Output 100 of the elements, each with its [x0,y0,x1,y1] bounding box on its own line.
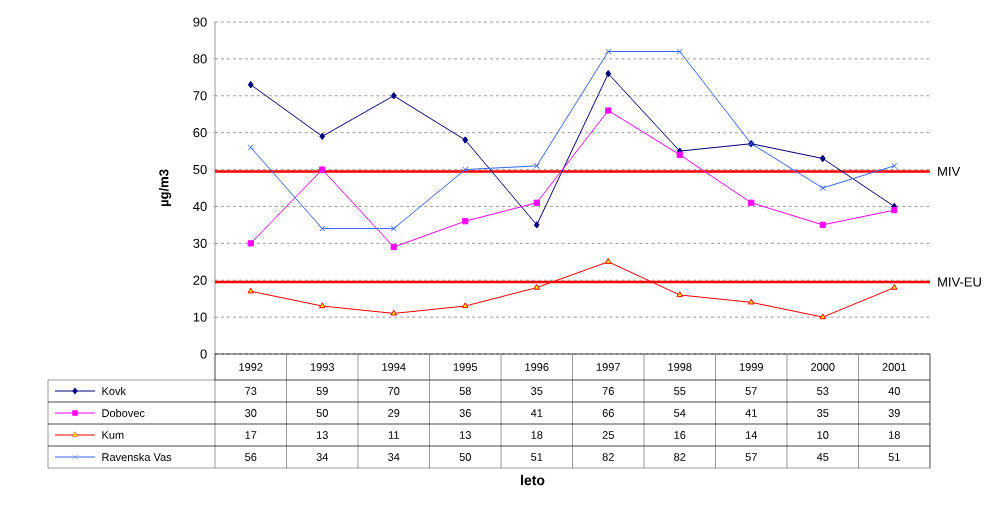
legend-label: Kum [102,431,124,439]
data-label: 14 [745,431,758,439]
point [676,151,683,158]
y-axis-title: µg/m3 [158,169,172,207]
data-label: 11 [388,431,399,439]
data-label: 55 [674,387,686,395]
point [819,313,827,320]
data-label: 58 [459,387,471,395]
legend-label: Dobovec [102,408,145,418]
y-tick-label: 30 [193,238,207,248]
y-tick-label: 70 [193,91,207,101]
data-label: 66 [602,409,614,417]
point [318,302,326,309]
x-tick-label: 1997 [596,363,620,371]
point [390,92,397,100]
point [319,225,326,232]
y-tick-label: 60 [193,128,207,138]
point [891,207,898,214]
point [676,48,683,55]
data-label: 18 [531,431,543,439]
point [247,287,255,294]
data-label: 16 [674,431,686,439]
y-tick-label: 20 [193,275,207,285]
data-label: 56 [245,453,257,461]
data-label: 39 [888,409,900,417]
point [533,162,540,169]
point [462,166,469,173]
x-tick-label: 1996 [525,363,549,371]
legend-label: Kovk [102,386,126,396]
data-label: 34 [388,453,400,461]
data-label: 45 [816,453,829,461]
data-label: 10 [817,431,829,439]
data-label: 13 [316,431,328,439]
point [390,309,398,316]
data-label: 70 [388,387,400,395]
text: leto [521,474,545,486]
x-tick-label: 1994 [382,363,406,371]
data-label: 13 [459,431,471,439]
data-label: 35 [817,409,829,417]
data-label: 76 [602,387,614,395]
data-label: 54 [674,409,686,417]
data-label: 57 [745,453,757,461]
point [247,240,254,247]
point [462,136,469,144]
point [319,132,326,141]
point [605,48,612,55]
point [605,258,612,264]
data-label: 50 [459,453,471,461]
point [819,184,826,192]
point [605,107,612,114]
x-tick-label: 2000 [811,363,835,371]
data-label: 82 [674,453,686,461]
ref-line-label: MIV [938,166,961,176]
data-label: 30 [245,409,257,417]
point [247,144,254,151]
point [819,154,826,163]
point [891,162,898,169]
data-label: 18 [888,431,900,439]
data-label: 41 [530,409,543,417]
data-label: 82 [602,453,614,461]
data-label: 34 [316,453,329,461]
x-tick-label: 1998 [668,363,692,371]
point [319,166,326,173]
x-tick-label: 1995 [453,363,478,371]
point [891,283,898,290]
y-tick-label: 10 [193,312,207,322]
data-label: 73 [245,387,257,395]
x-tick-label: 1999 [739,363,763,371]
x-tick-label: 1992 [239,363,263,371]
point [819,221,826,228]
y-tick-label: 90 [193,17,207,27]
point [462,302,469,309]
x-tick-label: 2001 [882,363,906,371]
point [533,221,540,229]
data-label: 50 [316,409,328,417]
data-label: 41 [745,409,757,417]
point [462,218,469,225]
point [390,225,397,232]
point [533,283,541,290]
data-label: 35 [531,387,543,395]
point [533,199,540,206]
point [676,291,684,298]
data-label: 29 [388,409,400,417]
point [605,69,612,78]
point [390,243,397,251]
data-label: 51 [531,453,543,461]
data-label: 36 [459,409,471,417]
data-label: 17 [245,431,257,439]
data-label: 40 [888,387,900,395]
data-label: 59 [316,387,328,395]
legend-label: Ravenska Vas [102,452,172,462]
data-label: 51 [888,453,900,461]
point [748,199,755,206]
ref-line-label: MIV-EU [938,277,981,287]
y-tick-label: 0 [200,349,207,359]
data-label: 25 [602,431,614,439]
point [748,298,755,305]
y-tick-label: 50 [193,164,207,175]
data-label: 57 [745,387,757,395]
y-tick-label: 80 [193,54,207,64]
